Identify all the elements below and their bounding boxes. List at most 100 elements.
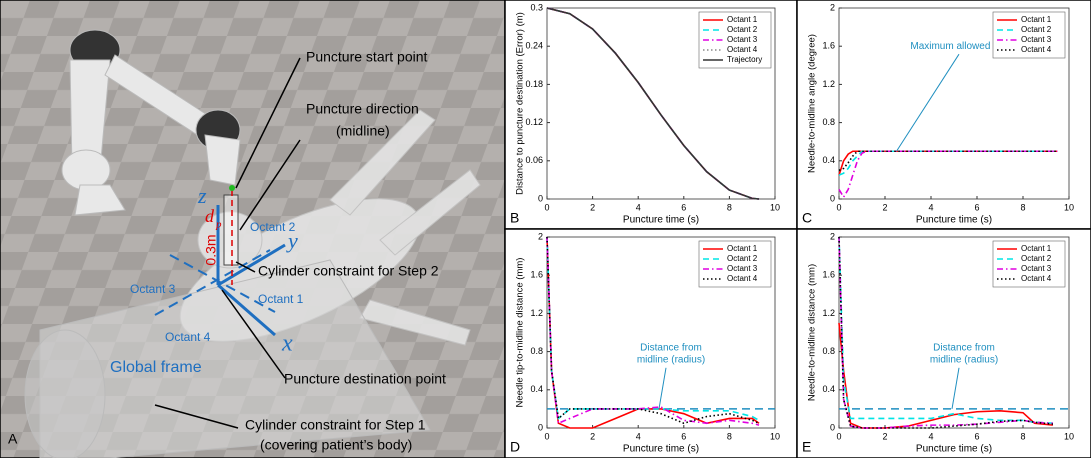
x-tick-label: 0 xyxy=(544,431,549,441)
y-axis-label: Needle tip-to-midline distance (mm) xyxy=(515,258,526,408)
panel-letter: D xyxy=(510,439,520,455)
y-tick-label: 2 xyxy=(538,231,543,241)
x-axis-label: Puncture time (s) xyxy=(623,444,699,455)
legend-label: Octant 3 xyxy=(1021,35,1052,44)
x-tick-label: 2 xyxy=(590,202,595,212)
y-tick-label: 2 xyxy=(830,2,835,12)
x-tick-label: 6 xyxy=(974,431,979,441)
x-axis-label: Puncture time (s) xyxy=(623,215,699,226)
y-tick-label: 1.2 xyxy=(822,79,835,89)
octant-label: Octant 1 xyxy=(258,292,304,306)
y-tick-label: 0.8 xyxy=(822,117,835,127)
x-tick-label: 4 xyxy=(636,431,641,441)
chart-panel: 0 2 4 6 8 10 0 0.4 0.8 1.2 1.6 2 Puncture time (s) Ne… xyxy=(505,229,797,458)
x-tick-label: 2 xyxy=(882,431,887,441)
frame-label: Global frame xyxy=(110,359,202,376)
legend-label: Octant 1 xyxy=(1021,244,1052,253)
x-tick-label: 2 xyxy=(590,431,595,441)
x-tick-label: 4 xyxy=(928,202,933,212)
legend-label: Octant 2 xyxy=(727,254,758,263)
annotation: Puncture direction xyxy=(306,101,419,117)
x-axis-label: Puncture time (s) xyxy=(916,215,992,226)
x-axis-label: Puncture time (s) xyxy=(916,444,992,455)
x-tick-label: 10 xyxy=(1064,431,1074,441)
x-tick-label: 10 xyxy=(770,202,780,212)
axis-label: x xyxy=(281,331,293,357)
octant-label: Octant 4 xyxy=(165,330,211,344)
legend-label: Octant 4 xyxy=(727,274,758,283)
panel-letter: A xyxy=(8,431,18,447)
x-tick-label: 10 xyxy=(770,431,780,441)
annotation: midline (radius) xyxy=(637,354,705,365)
y-tick-label: 0.24 xyxy=(525,41,543,51)
chart-panel: 0 2 4 6 8 10 0 0.4 0.8 1.2 1.6 2 Puncture time (s) Ne… xyxy=(797,229,1091,458)
panel-letter: B xyxy=(510,210,519,226)
y-tick-label: 0.8 xyxy=(822,346,835,356)
y-tick-label: 1.6 xyxy=(822,270,835,280)
x-tick-label: 8 xyxy=(1020,431,1025,441)
legend-label: Octant 3 xyxy=(1021,264,1052,273)
y-tick-label: 0.4 xyxy=(822,155,835,165)
legend-label: Octant 2 xyxy=(1021,25,1052,34)
legend-label: Octant 1 xyxy=(1021,15,1052,24)
legend-label: Octant 1 xyxy=(727,244,758,253)
y-tick-label: 1.2 xyxy=(822,308,835,318)
x-tick-label: 8 xyxy=(1020,202,1025,212)
x-tick-label: 4 xyxy=(928,431,933,441)
legend-label: Octant 4 xyxy=(1021,274,1052,283)
legend-label: Octant 2 xyxy=(1021,254,1052,263)
legend-label: Octant 3 xyxy=(727,264,758,273)
annotation: Cylinder constraint for Step 2 xyxy=(258,263,439,279)
legend-label: Octant 1 xyxy=(727,15,758,24)
x-tick-label: 4 xyxy=(636,202,641,212)
y-tick-label: 1.2 xyxy=(530,308,543,318)
y-tick-label: 1.6 xyxy=(530,270,543,280)
y-tick-label: 2 xyxy=(830,231,835,241)
legend-label: Octant 4 xyxy=(1021,45,1052,54)
y-tick-label: 0.4 xyxy=(822,384,835,394)
figure: Puncture start point Puncture direction … xyxy=(0,0,1091,458)
panel-a: Puncture start point Puncture direction … xyxy=(0,0,505,458)
x-tick-label: 6 xyxy=(974,202,979,212)
annotation: Cylinder constraint for Step 1 xyxy=(245,417,426,433)
y-axis-label: Needle-to-midline angle (degree) xyxy=(807,34,818,173)
annotation: midline (radius) xyxy=(930,354,998,365)
x-tick-label: 0 xyxy=(836,202,841,212)
legend-label: Octant 3 xyxy=(727,35,758,44)
y-tick-label: 0 xyxy=(830,193,835,203)
x-tick-label: 2 xyxy=(882,202,887,212)
y-axis-label: Needle-to-midline distance (mm) xyxy=(807,264,818,401)
distance-label: p xyxy=(215,219,222,231)
annotation: Puncture start point xyxy=(306,49,428,65)
annotation: Distance from xyxy=(640,342,702,353)
y-tick-label: 0 xyxy=(538,422,543,432)
x-tick-label: 0 xyxy=(836,431,841,441)
annotation: Puncture destination point xyxy=(284,371,446,387)
x-tick-label: 8 xyxy=(727,431,732,441)
x-tick-label: 0 xyxy=(544,202,549,212)
panel-letter: E xyxy=(802,439,811,455)
y-tick-label: 0 xyxy=(830,422,835,432)
annotation: (midline) xyxy=(336,123,390,139)
annotation: Distance from xyxy=(933,342,995,353)
x-tick-label: 6 xyxy=(681,431,686,441)
axis-label: z xyxy=(197,183,207,208)
distance-label: d xyxy=(205,206,215,226)
legend-label: Trajectory xyxy=(727,55,762,64)
octant-label: Octant 3 xyxy=(130,282,176,296)
y-tick-label: 0.4 xyxy=(530,384,543,394)
y-tick-label: 1.6 xyxy=(822,41,835,51)
y-tick-label: 0.06 xyxy=(525,155,543,165)
x-tick-label: 6 xyxy=(681,202,686,212)
panel-letter: C xyxy=(802,210,812,226)
axis-label: y xyxy=(286,228,298,253)
distance-label: 0.3m xyxy=(203,234,219,265)
x-tick-label: 10 xyxy=(1064,202,1074,212)
legend-label: Octant 4 xyxy=(727,45,758,54)
x-tick-label: 8 xyxy=(727,202,732,212)
y-tick-label: 0.12 xyxy=(525,117,543,127)
annotation: (covering patient’s body) xyxy=(260,437,412,453)
y-axis-label: Distance to puncture destination (Error)… xyxy=(515,12,526,195)
y-tick-label: 0.8 xyxy=(530,346,543,356)
